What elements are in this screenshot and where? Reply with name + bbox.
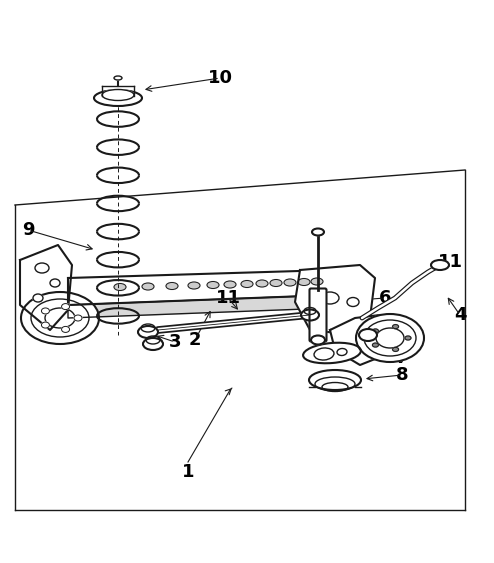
Ellipse shape xyxy=(303,343,361,363)
Polygon shape xyxy=(20,245,72,330)
Text: 2: 2 xyxy=(189,331,201,349)
Ellipse shape xyxy=(356,314,424,362)
Polygon shape xyxy=(68,295,332,318)
Ellipse shape xyxy=(21,292,99,344)
Ellipse shape xyxy=(284,279,296,286)
Ellipse shape xyxy=(270,279,282,287)
Ellipse shape xyxy=(188,282,200,289)
Ellipse shape xyxy=(50,279,60,287)
Polygon shape xyxy=(68,270,332,305)
Ellipse shape xyxy=(41,322,49,328)
FancyBboxPatch shape xyxy=(101,85,135,99)
Ellipse shape xyxy=(138,326,158,338)
Ellipse shape xyxy=(224,281,236,288)
Ellipse shape xyxy=(41,308,49,314)
Ellipse shape xyxy=(309,370,361,390)
Ellipse shape xyxy=(311,278,323,285)
FancyBboxPatch shape xyxy=(310,288,327,342)
Polygon shape xyxy=(330,315,390,365)
Ellipse shape xyxy=(311,336,325,345)
Ellipse shape xyxy=(347,297,359,306)
Text: 8: 8 xyxy=(396,366,409,384)
Text: 10: 10 xyxy=(207,69,233,87)
Text: 6: 6 xyxy=(379,289,391,307)
Ellipse shape xyxy=(62,327,70,332)
Ellipse shape xyxy=(256,280,268,287)
Ellipse shape xyxy=(405,336,411,340)
Ellipse shape xyxy=(298,279,310,285)
Text: 9: 9 xyxy=(22,221,34,239)
Ellipse shape xyxy=(35,263,49,273)
Text: 11: 11 xyxy=(215,289,241,307)
Text: 7: 7 xyxy=(396,349,408,367)
Ellipse shape xyxy=(241,280,253,288)
Ellipse shape xyxy=(62,303,70,310)
Ellipse shape xyxy=(102,90,134,101)
Ellipse shape xyxy=(94,90,142,106)
Ellipse shape xyxy=(207,282,219,288)
Ellipse shape xyxy=(142,283,154,290)
Text: 11: 11 xyxy=(438,253,462,271)
Ellipse shape xyxy=(33,294,43,302)
Ellipse shape xyxy=(393,347,399,351)
Ellipse shape xyxy=(74,315,82,321)
Ellipse shape xyxy=(166,283,178,289)
Ellipse shape xyxy=(143,338,163,350)
Ellipse shape xyxy=(431,260,449,270)
Ellipse shape xyxy=(393,325,399,329)
Ellipse shape xyxy=(372,329,378,333)
Polygon shape xyxy=(295,265,375,335)
Ellipse shape xyxy=(312,229,324,235)
Ellipse shape xyxy=(372,343,378,347)
Ellipse shape xyxy=(321,292,339,304)
Ellipse shape xyxy=(301,310,319,320)
Text: 3: 3 xyxy=(169,333,181,351)
Text: 5: 5 xyxy=(389,329,401,347)
Ellipse shape xyxy=(114,284,126,291)
Text: 1: 1 xyxy=(182,463,194,481)
Ellipse shape xyxy=(114,76,122,80)
Ellipse shape xyxy=(359,329,377,341)
Text: 4: 4 xyxy=(454,306,466,324)
